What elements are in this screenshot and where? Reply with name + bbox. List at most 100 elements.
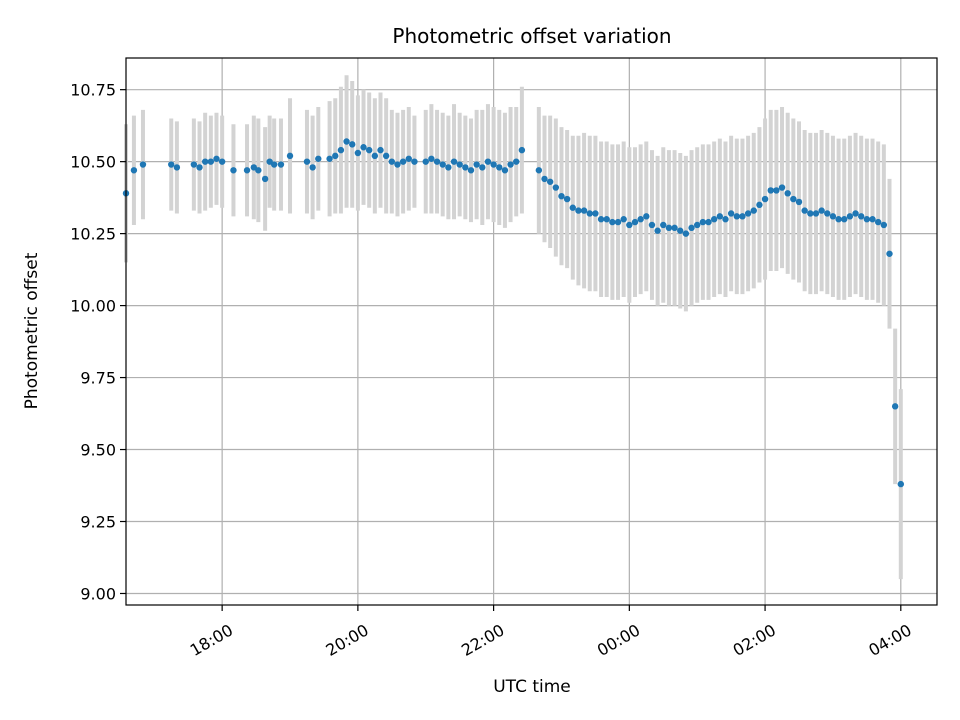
data-point bbox=[886, 250, 893, 257]
data-point bbox=[744, 210, 752, 217]
data-point bbox=[433, 158, 441, 165]
data-point bbox=[733, 213, 740, 220]
data-point bbox=[767, 187, 774, 194]
data-point bbox=[710, 216, 718, 223]
data-point bbox=[626, 221, 633, 229]
data-point bbox=[829, 213, 837, 220]
data-point bbox=[852, 210, 859, 217]
data-point bbox=[631, 218, 639, 226]
data-point bbox=[513, 158, 520, 165]
data-point bbox=[654, 227, 661, 234]
y-tick-label: 9.25 bbox=[80, 513, 116, 532]
data-point bbox=[332, 152, 339, 160]
data-point bbox=[277, 161, 285, 168]
data-point bbox=[337, 146, 345, 154]
data-point bbox=[592, 210, 599, 217]
data-point bbox=[614, 218, 622, 226]
data-point bbox=[603, 216, 610, 223]
data-point bbox=[270, 161, 278, 168]
data-point bbox=[858, 213, 865, 220]
data-point bbox=[778, 184, 786, 191]
data-point bbox=[716, 213, 724, 220]
data-point bbox=[541, 175, 548, 183]
data-point bbox=[473, 161, 480, 168]
data-point bbox=[315, 155, 322, 162]
data-point bbox=[326, 155, 333, 162]
data-point bbox=[213, 155, 220, 162]
data-point bbox=[643, 213, 650, 220]
data-point bbox=[812, 210, 820, 217]
data-point bbox=[450, 158, 458, 165]
data-point bbox=[130, 167, 138, 174]
data-point bbox=[801, 207, 808, 214]
data-point bbox=[496, 164, 503, 171]
data-point bbox=[173, 164, 181, 171]
data-point bbox=[490, 161, 497, 168]
data-point bbox=[677, 227, 684, 234]
x-axis-title: UTC time bbox=[493, 677, 571, 697]
y-tick-label: 10.50 bbox=[70, 153, 116, 172]
data-point bbox=[874, 218, 882, 226]
data-point bbox=[428, 155, 435, 162]
data-point bbox=[243, 167, 251, 174]
data-point bbox=[456, 161, 463, 168]
data-point bbox=[546, 178, 554, 185]
data-point bbox=[863, 216, 871, 223]
grid bbox=[126, 58, 937, 605]
data-point bbox=[445, 164, 452, 171]
data-point bbox=[671, 224, 678, 232]
data-point bbox=[354, 149, 362, 157]
data-point bbox=[411, 158, 418, 165]
data-point bbox=[439, 161, 446, 168]
data-point bbox=[869, 216, 876, 223]
data-point bbox=[699, 218, 707, 226]
y-tick-label: 9.50 bbox=[80, 441, 116, 460]
data-point bbox=[773, 187, 780, 194]
data-point bbox=[609, 218, 616, 226]
data-point bbox=[552, 184, 560, 191]
data-point bbox=[586, 210, 593, 217]
data-point bbox=[484, 158, 492, 165]
data-point bbox=[665, 224, 673, 232]
data-point bbox=[575, 207, 582, 214]
data-point bbox=[688, 224, 695, 232]
data-point bbox=[756, 201, 763, 209]
y-tick-label: 9.75 bbox=[80, 369, 116, 388]
y-tick-label: 10.00 bbox=[70, 297, 116, 316]
data-point bbox=[824, 210, 831, 217]
data-point bbox=[705, 218, 712, 226]
data-point bbox=[569, 204, 576, 211]
data-point bbox=[580, 207, 588, 214]
y-axis-title: Photometric offset bbox=[22, 252, 42, 409]
data-point bbox=[597, 216, 605, 223]
y-tick-label: 10.25 bbox=[70, 225, 116, 244]
data-point bbox=[750, 207, 757, 214]
data-point bbox=[835, 216, 842, 223]
data-point bbox=[694, 221, 701, 229]
data-point bbox=[190, 161, 198, 168]
data-point bbox=[620, 216, 627, 223]
data-point bbox=[660, 221, 667, 229]
data-point bbox=[479, 164, 486, 171]
y-tick-label: 10.75 bbox=[70, 81, 116, 100]
data-point bbox=[207, 158, 215, 165]
data-point bbox=[388, 158, 396, 165]
data-point bbox=[286, 152, 294, 160]
data-point bbox=[727, 210, 735, 217]
data-point bbox=[230, 167, 237, 174]
data-point bbox=[218, 158, 226, 165]
data-point bbox=[807, 210, 814, 217]
plot-frame bbox=[125, 57, 938, 606]
data-points bbox=[122, 138, 905, 488]
data-point bbox=[343, 138, 350, 145]
y-tick-label: 9.00 bbox=[80, 584, 116, 603]
data-point bbox=[846, 213, 854, 220]
data-point bbox=[897, 480, 905, 488]
data-point bbox=[558, 192, 565, 200]
data-point bbox=[790, 195, 797, 203]
data-point bbox=[784, 190, 791, 197]
data-point bbox=[518, 146, 526, 154]
data-point bbox=[255, 167, 262, 174]
